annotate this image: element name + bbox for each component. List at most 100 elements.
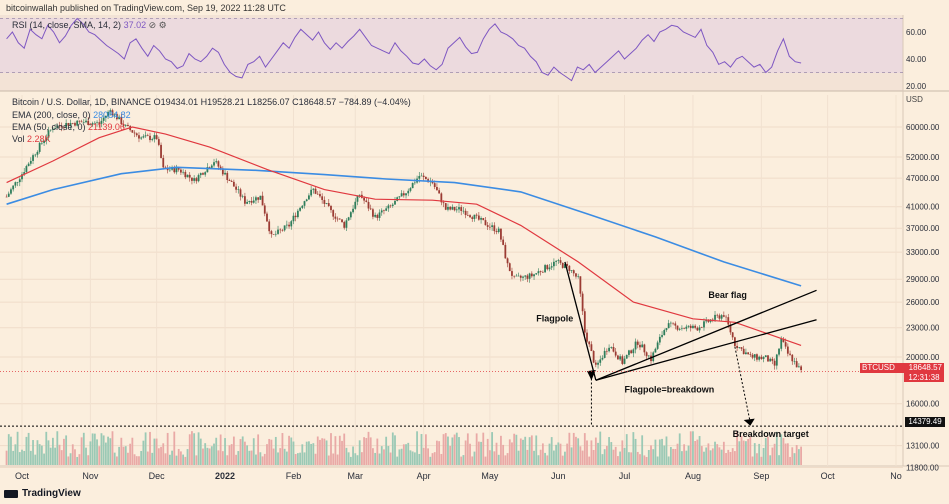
candle-body	[93, 122, 96, 124]
volume-bar	[500, 435, 502, 465]
candle-body	[175, 167, 178, 173]
volume-bar	[645, 456, 648, 465]
candle-body	[667, 323, 670, 329]
volume-bar	[683, 444, 686, 465]
volume-bar	[438, 441, 441, 465]
volume-bar	[634, 438, 637, 465]
volume-bar	[376, 438, 379, 465]
candle-body	[168, 169, 171, 171]
volume-bar	[625, 434, 628, 465]
volume-bar	[738, 441, 741, 465]
candle-body	[80, 121, 83, 123]
volume-bar	[583, 433, 586, 465]
volume-bar	[579, 446, 582, 465]
volume-bar	[87, 455, 90, 465]
candle-body	[21, 174, 23, 180]
eye-icon[interactable]: ⊘ ⚙	[148, 20, 167, 30]
candle-body	[747, 352, 750, 355]
candle-body	[263, 205, 266, 214]
volume-bar	[197, 432, 200, 465]
ema50-value: 21139.06	[88, 122, 125, 132]
candle-body	[385, 208, 388, 211]
volume-bar	[310, 443, 313, 465]
volume-bar	[718, 447, 721, 465]
volume-bar	[535, 435, 538, 465]
countdown-tag: 12:31:38	[904, 373, 944, 382]
volume-bar	[78, 454, 81, 465]
volume-bar	[504, 455, 507, 465]
candle-body	[51, 128, 54, 130]
volume-bar	[210, 446, 213, 465]
candle-body	[191, 177, 193, 181]
candle-body	[497, 228, 500, 233]
volume-bar	[561, 455, 564, 465]
volume-bar	[577, 438, 580, 465]
candle-body	[60, 125, 63, 128]
volume-bar	[654, 439, 657, 465]
candle-body	[539, 271, 542, 272]
volume-bar	[711, 448, 714, 465]
candle-body	[65, 123, 68, 128]
volume-bar	[270, 439, 273, 465]
candle-body	[433, 183, 436, 187]
candle-body	[736, 345, 738, 349]
volume-bar	[261, 456, 264, 465]
volume-bar	[599, 431, 602, 465]
candle-body	[758, 356, 761, 360]
candle-body	[658, 336, 661, 343]
candle-body	[530, 273, 533, 277]
candle-body	[56, 125, 59, 128]
volume-bar	[784, 443, 787, 465]
price-tick-label: 29000.00	[906, 275, 940, 284]
volume-bar	[219, 434, 222, 465]
volume-bar	[111, 431, 114, 465]
volume-bar	[272, 448, 275, 465]
volume-bar	[285, 451, 288, 465]
candle-body	[541, 271, 544, 273]
volume-bar	[204, 443, 207, 465]
candle-body	[266, 213, 268, 222]
candle-body	[775, 354, 778, 366]
candle-body	[537, 271, 540, 274]
candle-body	[202, 173, 204, 175]
candle-body	[308, 195, 310, 200]
candle-body	[791, 354, 794, 362]
volume-bar	[336, 454, 339, 465]
volume-bar	[338, 435, 341, 465]
candle-body	[599, 359, 602, 363]
volume-bar	[553, 450, 555, 465]
volume-bar	[76, 456, 79, 465]
candle-body	[58, 125, 61, 127]
volume-bar	[157, 448, 160, 465]
candle-body	[323, 199, 326, 204]
volume-bar	[698, 436, 701, 465]
candle-body	[252, 200, 255, 203]
candle-body	[778, 348, 780, 355]
candle-body	[475, 214, 478, 216]
volume-bar	[378, 453, 381, 465]
volume-bar	[495, 442, 498, 465]
candle-body	[782, 338, 785, 343]
breakdown-target-label: Breakdown target	[733, 429, 809, 439]
candle-body	[605, 350, 608, 352]
volume-bar	[228, 445, 231, 465]
candle-body	[449, 206, 452, 210]
candle-body	[365, 200, 368, 202]
volume-bar	[283, 448, 286, 465]
volume-bar	[239, 439, 242, 465]
volume-bar	[277, 452, 279, 465]
candle-body	[447, 206, 449, 210]
candle-body	[630, 350, 633, 354]
candle-body	[363, 197, 365, 201]
candle-body	[281, 229, 284, 231]
volume-bar	[74, 449, 76, 465]
candle-body	[299, 207, 301, 211]
candle-body	[239, 189, 242, 197]
candle-body	[217, 161, 220, 167]
volume-bar	[420, 434, 423, 465]
volume-bar	[184, 456, 187, 465]
candle-body	[104, 115, 107, 118]
volume-bar	[762, 448, 765, 465]
candle-body	[550, 266, 553, 268]
